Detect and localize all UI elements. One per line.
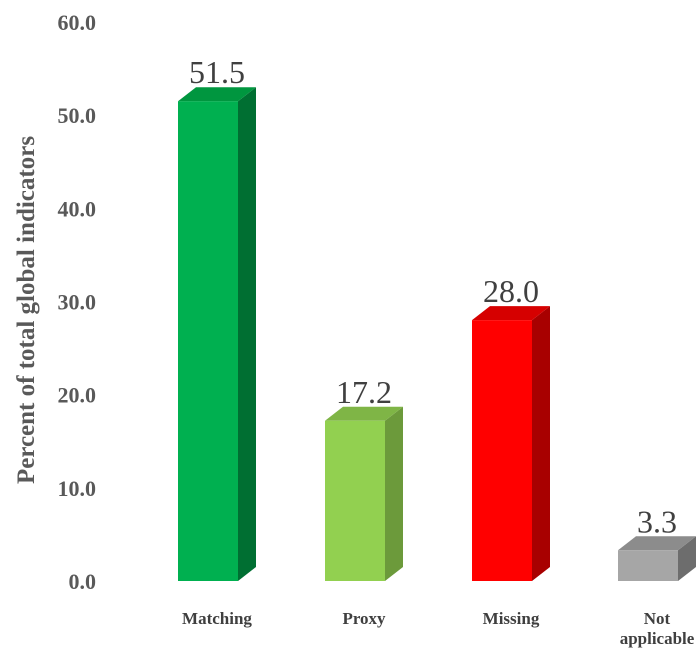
data-labels: 51.5 17.2 28.0 3.3 bbox=[189, 54, 677, 539]
bar-front-face bbox=[325, 420, 385, 581]
bar-top-face bbox=[325, 406, 403, 421]
bar-top-face bbox=[178, 87, 256, 102]
y-axis-ticks: 0.0 10.0 20.0 30.0 40.0 50.0 60.0 bbox=[58, 10, 97, 594]
y-tick-label: 40.0 bbox=[58, 196, 97, 221]
bar-top-face bbox=[472, 306, 550, 321]
bar bbox=[472, 306, 550, 581]
bar bbox=[618, 536, 696, 581]
y-tick-label: 50.0 bbox=[58, 103, 97, 128]
bar-value-label: 28.0 bbox=[483, 273, 539, 309]
y-axis-title: Percent of total global indicators bbox=[13, 136, 40, 484]
bar bbox=[178, 87, 256, 582]
bar-front-face bbox=[618, 550, 678, 581]
y-tick-label: 20.0 bbox=[58, 383, 97, 408]
y-tick-label: 10.0 bbox=[58, 476, 97, 501]
category-label: Matching bbox=[182, 609, 252, 628]
bars bbox=[178, 87, 696, 582]
category-label: Not applicable bbox=[620, 609, 695, 648]
bar-front-face bbox=[178, 101, 238, 582]
bar-value-label: 51.5 bbox=[189, 54, 245, 90]
bar-side-face bbox=[678, 536, 696, 581]
bar-front-face bbox=[472, 320, 532, 581]
y-tick-label: 60.0 bbox=[58, 10, 97, 35]
bar-side-face bbox=[385, 406, 403, 581]
bar-side-face bbox=[532, 306, 550, 581]
bar-value-label: 17.2 bbox=[336, 374, 392, 410]
bar-value-label: 3.3 bbox=[637, 503, 677, 539]
bar-top-face bbox=[618, 536, 696, 551]
y-tick-label: 30.0 bbox=[58, 290, 97, 315]
bar bbox=[325, 406, 403, 581]
y-tick-label: 0.0 bbox=[69, 569, 97, 594]
category-label: Missing bbox=[483, 609, 540, 628]
category-label: Proxy bbox=[342, 609, 386, 628]
category-labels: Matching Proxy Missing Not applicable bbox=[182, 609, 695, 648]
bar-side-face bbox=[238, 87, 256, 582]
